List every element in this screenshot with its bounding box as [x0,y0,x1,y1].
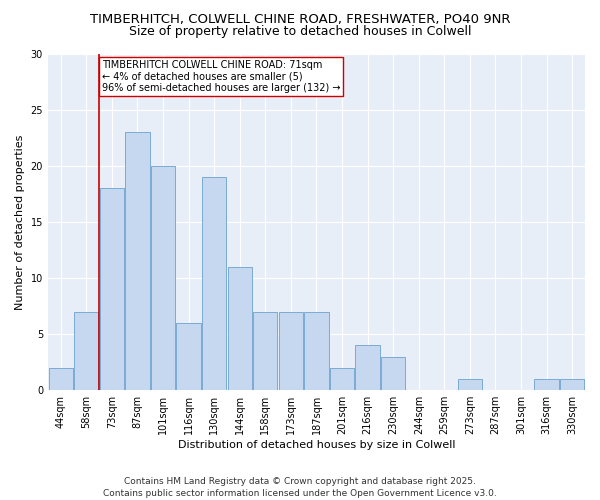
Text: TIMBERHITCH COLWELL CHINE ROAD: 71sqm
← 4% of detached houses are smaller (5)
96: TIMBERHITCH COLWELL CHINE ROAD: 71sqm ← … [101,60,340,93]
Bar [202,178,226,390]
Text: Contains HM Land Registry data © Crown copyright and database right 2025.
Contai: Contains HM Land Registry data © Crown c… [103,476,497,498]
Bar [458,379,482,390]
Bar [355,346,380,390]
Bar [151,166,175,390]
Bar [176,323,201,390]
Bar [535,379,559,390]
Bar [74,312,98,390]
Bar [560,379,584,390]
Bar [253,312,277,390]
Bar [125,132,149,390]
Y-axis label: Number of detached properties: Number of detached properties [15,134,25,310]
Bar [330,368,354,390]
Bar [381,356,406,390]
Bar [100,188,124,390]
X-axis label: Distribution of detached houses by size in Colwell: Distribution of detached houses by size … [178,440,455,450]
Bar [304,312,329,390]
Text: TIMBERHITCH, COLWELL CHINE ROAD, FRESHWATER, PO40 9NR: TIMBERHITCH, COLWELL CHINE ROAD, FRESHWA… [90,12,510,26]
Text: Size of property relative to detached houses in Colwell: Size of property relative to detached ho… [129,25,471,38]
Bar [279,312,303,390]
Bar [227,267,252,390]
Bar [49,368,73,390]
